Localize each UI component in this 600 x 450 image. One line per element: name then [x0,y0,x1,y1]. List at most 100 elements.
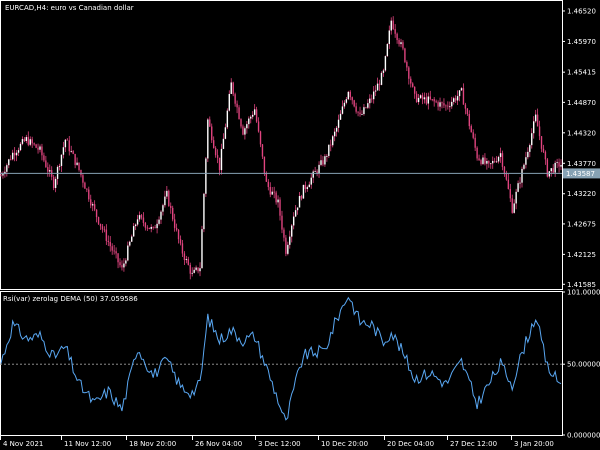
candle-body [136,219,139,225]
candle-body [88,189,90,200]
candle-body [425,97,428,104]
candle-body [372,91,375,100]
candle-body [503,166,506,174]
indicator-axis[interactable]: 101.000000 50.000000 0.000000 [562,289,600,440]
candle-body [439,102,441,107]
candle-body [324,156,326,165]
candle-body [376,83,379,91]
time-tick-label: 20 Dec 04:00 [387,440,434,448]
candle-body [214,148,217,156]
time-axis[interactable]: 4 Nov 2021 11 Nov 12:00 18 Nov 20:00 26 Nov… [0,436,554,448]
candle-body [283,229,285,238]
candle-body [304,184,307,189]
candle-body [536,114,539,127]
candle-body [371,98,373,100]
candle-body [131,236,133,242]
candle-body [90,199,92,206]
candle-body [275,192,277,203]
candle-body [292,216,295,226]
candle-body [111,246,113,251]
candle-body [121,265,123,268]
candle-body [199,268,201,272]
candle-body [62,147,65,155]
candle-body [80,169,82,176]
candle-body [64,139,67,148]
candle-body [189,264,191,274]
current-price-box [563,168,600,179]
candle-body [349,91,351,98]
candle-body [261,144,264,157]
candle-body [60,154,63,166]
candle-body [93,204,96,210]
price-tick-label: 1.46520 [567,7,596,15]
price-tick-label: 1.42675 [567,220,596,228]
candle-body [162,205,164,212]
candle-body [515,191,517,204]
candle-body [218,157,221,171]
candle-body [277,199,279,203]
candle-body [341,106,344,114]
candle-body [330,144,332,146]
candle-body [540,136,543,149]
candle-body [86,188,88,190]
candle-body [534,114,537,122]
candle-body [466,108,469,114]
candle-body [117,253,119,263]
candle-body [460,88,463,91]
candle-body [265,173,268,182]
candle-body [554,162,556,173]
candle-body [505,173,508,180]
candle-body [107,240,109,242]
candle-body [197,267,199,272]
price-axis[interactable]: 1.46520 1.45970 1.45415 1.44870 1.44320 1.437… [562,7,600,289]
candle-body [99,223,102,227]
indicator-pane[interactable]: Rsi(var) zerolag DEMA (50) 37.059586 [0,291,563,436]
candle-body [207,119,209,159]
time-tick-label: 11 Nov 12:00 [64,440,111,448]
candle-body [289,236,291,245]
candle-body [187,259,190,265]
candle-body [326,155,328,157]
candle-body [480,160,482,164]
candle-body [252,114,254,117]
candle-body [291,225,293,237]
candle-body [10,159,12,161]
candle-body [129,241,131,246]
price-pane[interactable]: EURCAD,H4: euro vs Canadian dollar [0,0,563,290]
time-tick-label: 26 Nov 04:00 [195,440,242,448]
candle-body [236,103,238,108]
candle-body [158,219,160,224]
candle-body [462,88,465,105]
candle-body [357,111,359,113]
candle-body [6,165,8,172]
candle-body [394,29,396,34]
candle-body [168,190,170,207]
candle-body [54,178,57,188]
candle-body [150,226,152,229]
candle-body [97,217,100,224]
candle-body [546,159,549,177]
candle-body [400,42,402,45]
candle-body [423,97,426,100]
candle-body [269,187,271,195]
candle-body [478,158,480,161]
candle-body [232,82,234,95]
candle-body [238,107,240,120]
candle-body [525,157,527,165]
candle-body [533,121,535,134]
candle-body [314,171,316,173]
candle-body [58,165,61,167]
candle-body [437,102,439,107]
indicator-title: Rsi(var) zerolag DEMA (50) 37.059586 [3,295,138,303]
candle-body [404,48,406,63]
candle-body [144,222,147,228]
candle-body [490,163,492,165]
candle-body [302,184,305,199]
candle-body [185,259,188,261]
candle-body [125,260,127,264]
candle-body [306,187,309,189]
candle-body [495,161,498,163]
candle-body [78,162,80,170]
candle-body [390,20,392,31]
indicator-pane-border [0,291,563,436]
